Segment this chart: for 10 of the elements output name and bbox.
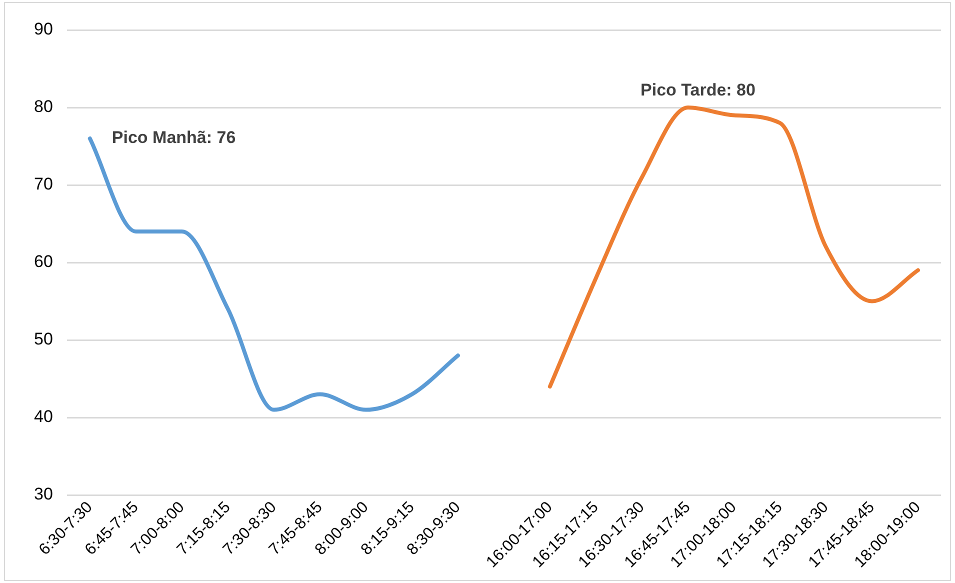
y-tick-label: 50	[34, 330, 53, 349]
y-tick-label: 70	[34, 174, 53, 194]
y-tick-label: 60	[34, 252, 53, 272]
y-tick-label: 90	[34, 20, 53, 39]
y-tick-label: 40	[34, 407, 53, 426]
annotation: Pico Manhã: 76	[112, 128, 236, 148]
y-tick-label: 30	[34, 484, 53, 504]
y-tick-label: 80	[34, 97, 53, 116]
annotation: Pico Tarde: 80	[640, 80, 756, 100]
line-series	[548, 106, 920, 389]
